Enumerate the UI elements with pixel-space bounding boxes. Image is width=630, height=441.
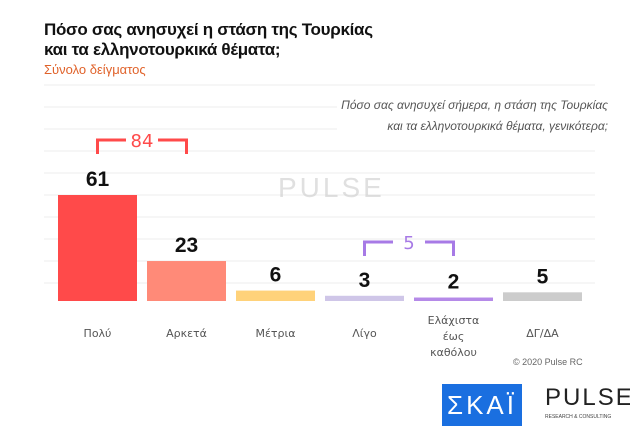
data-label: 5: [537, 265, 549, 288]
data-label: 3: [359, 269, 371, 292]
bar: [58, 195, 137, 301]
skai-logo: ΣΚΑΪ: [442, 384, 522, 426]
data-label: 2: [448, 271, 460, 294]
data-label: 23: [175, 234, 198, 257]
pulse-logo: PULSE: [545, 384, 630, 411]
group-total-label: 5: [403, 233, 414, 254]
category-label: ΔΓ/ΔΑ: [526, 327, 559, 340]
question-line-2: και τα ελληνοτουρκικά θέματα, γενικότερα…: [387, 119, 608, 133]
category-label: Μέτρια: [255, 327, 295, 340]
title-line-1: Πόσο σας ανησυχεί η στάση της Τουρκίας: [44, 20, 373, 39]
bar: [236, 290, 315, 301]
bar: [503, 292, 582, 301]
pulse-tagline: RESEARCH & CONSULTING: [545, 414, 612, 420]
group-bracket: [363, 240, 455, 256]
group-total-label: 84: [131, 131, 154, 152]
group-bracket: [96, 138, 188, 154]
bar: [414, 297, 493, 301]
watermark: PULSE: [278, 172, 385, 203]
chart-subtitle: Σύνολο δείγματος: [44, 62, 146, 77]
question-line-1: Πόσο σας ανησυχεί σήμερα, η στάση της Το…: [341, 98, 608, 112]
category-label: Ελάχιστα: [428, 314, 480, 327]
category-label: Λίγο: [352, 327, 377, 340]
data-label: 61: [86, 168, 110, 191]
data-label: 6: [270, 264, 282, 287]
copyright: © 2020 Pulse RC: [513, 357, 583, 367]
question-text: Πόσο σας ανησυχεί σήμερα, η στάση της Το…: [337, 95, 608, 137]
bar: [147, 261, 226, 301]
chart-title: Πόσο σας ανησυχεί η στάση της Τουρκίας κ…: [44, 20, 373, 60]
category-label: καθόλου: [430, 346, 477, 359]
bar: [325, 295, 404, 301]
title-line-2: και τα ελληνοτουρκικά θέματα;: [44, 40, 281, 59]
category-label: Πολύ: [84, 327, 112, 340]
category-label: Αρκετά: [166, 327, 207, 340]
category-label: έως: [443, 330, 465, 343]
